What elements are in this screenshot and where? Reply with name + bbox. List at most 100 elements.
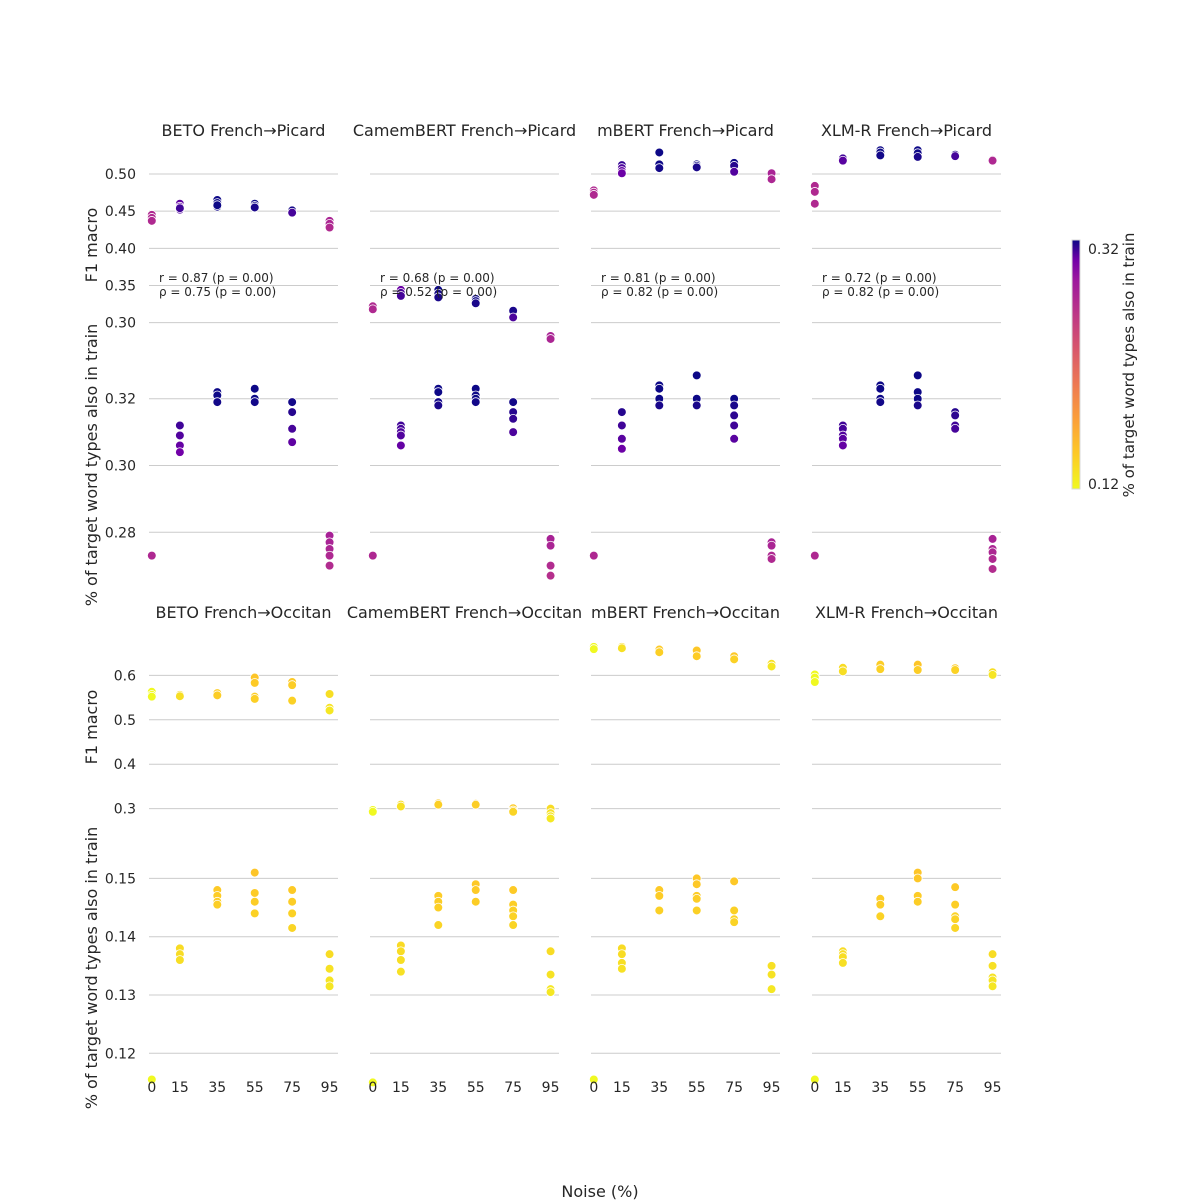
f1-y-tick-label: 0.40 — [105, 241, 136, 257]
overlap-point — [508, 413, 518, 424]
overlap-point — [589, 1074, 599, 1085]
f1-point — [212, 690, 223, 701]
overlap-y-tick-label: 0.14 — [105, 930, 136, 946]
overlap-point — [249, 908, 260, 919]
f1-point — [175, 203, 185, 213]
overlap-point — [987, 534, 998, 544]
overlap-point — [950, 899, 960, 910]
panel-title: BETO French→Picard — [162, 121, 326, 140]
f1-point — [212, 200, 223, 211]
overlap-point — [729, 410, 739, 421]
overlap-point — [766, 984, 777, 994]
f1-y-tick-label: 0.50 — [105, 167, 136, 183]
figure-x-axis-label: Noise (%) — [561, 1182, 638, 1200]
overlap-point — [617, 433, 627, 444]
overlap-point — [875, 383, 886, 394]
f1-point — [147, 691, 157, 702]
f1-point — [617, 168, 627, 179]
x-tick-label: 55 — [909, 1080, 927, 1096]
f1-y-tick-label: 0.5 — [114, 713, 136, 729]
overlap-point — [912, 400, 923, 411]
f1-point — [589, 190, 599, 200]
overlap-y-tick-label: 0.28 — [105, 525, 136, 541]
overlap-point — [987, 981, 998, 992]
overlap-point — [249, 383, 260, 394]
f1-point — [175, 691, 185, 702]
colorbar-gradient — [1071, 239, 1081, 490]
overlap-point — [175, 420, 185, 431]
overlap-point — [766, 540, 777, 551]
overlap-point — [508, 885, 518, 895]
overlap-point — [287, 397, 297, 407]
overlap-point — [729, 905, 739, 916]
overlap-point — [950, 410, 960, 421]
panel-title: XLM-R French→Picard — [821, 121, 992, 140]
f1-point — [691, 651, 702, 662]
x-tick-label: 0 — [147, 1080, 156, 1096]
overlap-point — [912, 896, 923, 907]
overlap-point — [654, 383, 665, 394]
f1-point — [912, 665, 923, 675]
panel-title: CamemBERT French→Picard — [353, 121, 576, 140]
x-tick-label: 35 — [429, 1080, 447, 1096]
overlap-point — [433, 902, 444, 913]
x-tick-label: 95 — [321, 1080, 339, 1096]
overlap-point — [654, 400, 665, 411]
overlap-point — [470, 896, 481, 907]
overlap-point — [287, 437, 297, 447]
overlap-point — [324, 963, 335, 974]
f1-point — [912, 152, 923, 162]
overlap-point — [810, 550, 820, 561]
correlation-annotation: r = 0.72 (p = 0.00) — [822, 271, 937, 285]
f1-y-axis-label: F1 macro — [82, 208, 101, 283]
f1-y-tick-label: 0.30 — [105, 316, 136, 332]
f1-point — [433, 292, 444, 303]
panel-title: mBERT French→Picard — [597, 121, 774, 140]
f1-point — [545, 813, 556, 824]
f1-point — [589, 644, 599, 654]
f1-point — [875, 150, 886, 161]
x-tick-label: 0 — [589, 1080, 598, 1096]
overlap-point — [545, 540, 556, 551]
overlap-point — [617, 420, 627, 431]
overlap-point — [508, 911, 518, 922]
panel-picard-1: CamemBERT French→Picard r = 0.68 (p = 0.0… — [353, 121, 576, 581]
panel-title: mBERT French→Occitan — [591, 603, 780, 622]
overlap-point — [396, 966, 406, 977]
overlap-point — [987, 564, 998, 574]
overlap-point — [324, 550, 335, 561]
correlation-annotation: ρ = 0.82 (p = 0.00) — [822, 285, 939, 299]
f1-point — [396, 291, 406, 301]
f1-point — [729, 166, 739, 177]
overlap-point — [508, 920, 518, 930]
overlap-point — [249, 867, 260, 878]
overlap-point — [729, 876, 739, 887]
overlap-point — [617, 407, 627, 417]
overlap-point — [175, 955, 185, 965]
f1-y-tick-label: 0.45 — [105, 204, 136, 220]
x-tick-label: 15 — [392, 1080, 410, 1096]
overlap-point — [433, 400, 444, 411]
overlap-point — [838, 958, 848, 968]
overlap-point — [396, 440, 406, 451]
f1-point — [691, 162, 702, 173]
overlap-point — [691, 400, 702, 411]
f1-point — [249, 694, 260, 704]
correlation-annotation: ρ = 0.52 (p = 0.00) — [380, 285, 497, 299]
panel-title: BETO French→Occitan — [156, 603, 332, 622]
x-tick-label: 15 — [171, 1080, 189, 1096]
overlap-point — [875, 397, 886, 407]
overlap-point — [433, 920, 444, 930]
panel-picard-2: mBERT French→Picard r = 0.81 (p = 0.00)ρ … — [589, 121, 780, 564]
overlap-point — [838, 440, 848, 451]
overlap-point — [545, 987, 556, 997]
panels: BETO French→Picard0.300.350.400.450.50F1… — [82, 121, 1001, 1109]
f1-y-tick-label: 0.6 — [114, 668, 136, 684]
overlap-point — [987, 961, 998, 971]
overlap-point — [212, 397, 223, 407]
f1-y-tick-label: 0.35 — [105, 278, 136, 294]
overlap-point — [987, 949, 998, 959]
f1-point — [838, 155, 848, 166]
correlation-annotation: r = 0.81 (p = 0.00) — [601, 271, 716, 285]
